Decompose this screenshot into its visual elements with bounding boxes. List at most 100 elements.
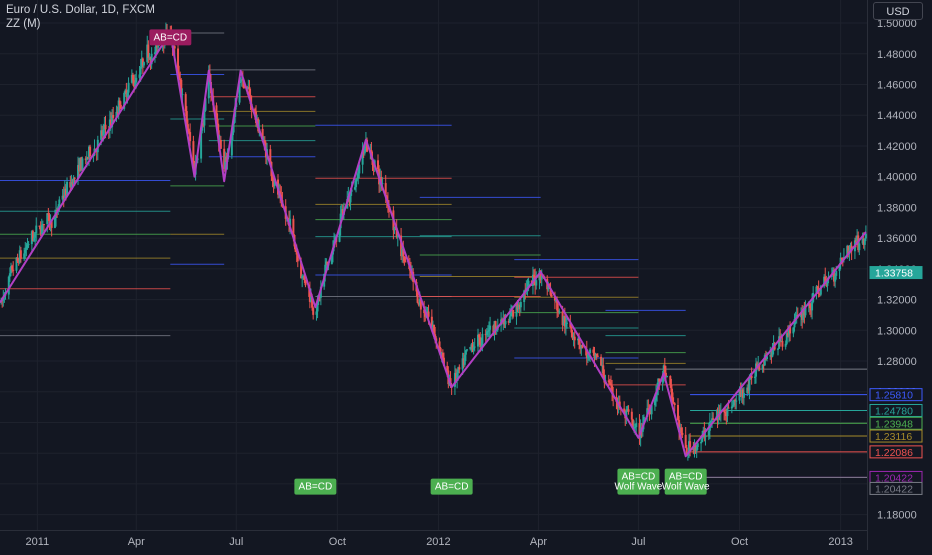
y-tick-label: 1.18000 <box>877 510 917 522</box>
candle-body <box>858 243 861 251</box>
indicator-name[interactable]: ZZ (M) <box>6 18 41 30</box>
candle-body <box>148 57 151 59</box>
pattern-label-text: Wolf Wave <box>662 482 710 493</box>
candle-body <box>581 344 584 349</box>
candle-body <box>461 358 464 370</box>
candle-body <box>215 105 218 119</box>
candle-body <box>481 333 484 346</box>
candle-body <box>517 304 520 310</box>
candle-body <box>669 376 672 385</box>
candle-body <box>403 256 406 262</box>
candle-body <box>292 218 295 236</box>
candle-body <box>663 365 666 373</box>
candle-body <box>673 403 676 405</box>
candle-body <box>356 178 359 180</box>
candle-body <box>789 326 792 334</box>
candle-body <box>771 346 774 357</box>
candle-body <box>362 149 365 154</box>
chart-title: Euro / U.S. Dollar, 1D, FXCM <box>6 4 155 16</box>
pattern-label-text: Wolf Wave <box>615 482 663 493</box>
x-tick-label: Apr <box>128 536 145 548</box>
candle-body <box>47 213 50 215</box>
candle-body <box>635 423 638 428</box>
candle-body <box>763 355 766 366</box>
candle-body <box>484 333 487 336</box>
candle-body <box>269 149 272 162</box>
candle-body <box>785 333 788 344</box>
candle-body <box>804 305 807 316</box>
candle-body <box>800 312 803 318</box>
price-label-box <box>869 266 923 280</box>
candle-body <box>223 148 226 169</box>
candle-body <box>661 377 664 382</box>
candle-body <box>396 235 399 238</box>
candle-body <box>493 321 496 333</box>
candle-body <box>126 92 129 97</box>
candle-body <box>569 322 572 328</box>
candle-body <box>650 405 653 415</box>
candle-body <box>146 44 149 63</box>
candle-body <box>725 412 728 417</box>
price-label-text: 1.24780 <box>875 405 913 417</box>
candle-body <box>589 349 592 354</box>
candle-body <box>608 382 611 384</box>
candle-body <box>18 250 21 263</box>
candle-body <box>186 124 189 132</box>
candle-body <box>70 181 73 188</box>
candle-body <box>816 286 819 289</box>
candle-body <box>419 299 422 310</box>
candle-body <box>239 79 242 82</box>
candle-body <box>539 270 542 280</box>
candle-body <box>86 157 89 159</box>
candle-body <box>27 244 30 246</box>
pattern-label-text: AB=CD <box>669 472 703 483</box>
candle-body <box>740 389 743 397</box>
candle-body <box>477 334 480 347</box>
candle-body <box>341 209 344 215</box>
candle-body <box>516 304 519 310</box>
candle-body <box>835 271 838 276</box>
candle-body <box>492 325 495 333</box>
zigzag-line <box>0 31 867 458</box>
candle-body <box>818 293 821 295</box>
candle-body <box>330 254 333 265</box>
y-tick-label: 1.50000 <box>877 18 917 30</box>
candle-body <box>512 309 515 317</box>
candle-body <box>308 288 311 302</box>
candle-body <box>570 327 573 333</box>
candle-body <box>417 302 420 305</box>
pattern-label-text: AB=CD <box>154 32 188 43</box>
price-label-text: 1.23116 <box>875 431 912 443</box>
candle-body <box>753 376 756 379</box>
candle-body <box>218 139 221 143</box>
candle-body <box>695 446 698 452</box>
candle-body <box>519 302 522 308</box>
currency-button[interactable]: USD <box>873 2 923 20</box>
candle-body <box>586 354 589 358</box>
candle-body <box>204 98 207 111</box>
candle-body <box>711 418 714 421</box>
candle-body <box>192 141 195 163</box>
candle-body <box>555 300 558 302</box>
candle-body <box>594 353 597 358</box>
candle-body <box>439 348 442 355</box>
candle-body <box>793 319 796 328</box>
candle-body <box>109 119 112 128</box>
y-tick-label: 1.28000 <box>877 356 917 368</box>
candle-body <box>108 119 111 131</box>
price-label-box <box>869 429 923 443</box>
candle-body <box>489 325 492 330</box>
candle-body <box>479 337 482 348</box>
candle-body <box>573 336 576 341</box>
candle-body <box>324 264 327 274</box>
candle-body <box>580 344 583 349</box>
candle-body <box>38 225 41 227</box>
price-label: 1.23116 <box>869 429 923 443</box>
candle-body <box>564 322 567 327</box>
price-label: 1.33758 <box>869 266 923 280</box>
pattern-label: AB=CD <box>430 478 473 495</box>
candle-body <box>456 372 459 382</box>
